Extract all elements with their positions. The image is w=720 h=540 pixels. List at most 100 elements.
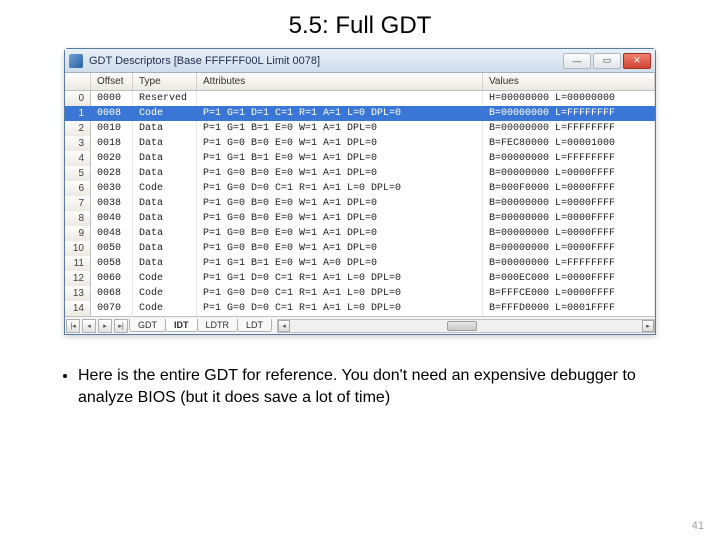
tab-idt[interactable]: IDT [165,319,198,332]
cell-offset: 0068 [91,286,133,301]
header-type[interactable]: Type [133,73,197,90]
cell-values: B=000F0000 L=0000FFFF [483,181,655,196]
header-offset[interactable]: Offset [91,73,133,90]
table-header-row: Offset Type Attributes Values [65,73,655,91]
cell-idx: 9 [65,226,91,241]
cell-attr: P=1 G=1 B=1 E=0 W=1 A=0 DPL=0 [197,256,483,271]
tab-gdt[interactable]: GDT [129,319,166,332]
cell-attr: P=1 G=0 D=0 C=1 R=1 A=1 L=0 DPL=0 [197,181,483,196]
table-row[interactable]: 10008CodeP=1 G=1 D=1 C=1 R=1 A=1 L=0 DPL… [65,106,655,121]
cell-idx: 13 [65,286,91,301]
cell-idx: 8 [65,211,91,226]
cell-type: Code [133,271,197,286]
cell-offset: 0040 [91,211,133,226]
table-row[interactable]: 60030CodeP=1 G=0 D=0 C=1 R=1 A=1 L=0 DPL… [65,181,655,196]
maximize-button[interactable]: ▭ [593,53,621,69]
app-icon [69,54,83,68]
cell-idx: 11 [65,256,91,271]
cell-offset: 0048 [91,226,133,241]
table-row[interactable]: 130068CodeP=1 G=0 D=0 C=1 R=1 A=1 L=0 DP… [65,286,655,301]
cell-values: B=00000000 L=FFFFFFFF [483,256,655,271]
tab-nav-first[interactable]: |◂ [66,319,80,333]
cell-attr: P=1 G=0 B=0 E=0 W=1 A=1 DPL=0 [197,226,483,241]
cell-values: B=00000000 L=FFFFFFFF [483,151,655,166]
cell-type: Code [133,301,197,316]
cell-values: B=FFFD0000 L=0001FFFF [483,301,655,316]
cell-values: B=00000000 L=FFFFFFFF [483,106,655,121]
horizontal-scrollbar[interactable]: ◂ ▸ [277,319,655,333]
gdt-window: GDT Descriptors [Base FFFFFF00L Limit 00… [64,48,656,335]
minimize-button[interactable]: — [563,53,591,69]
cell-type: Code [133,286,197,301]
cell-type: Data [133,136,197,151]
table-row[interactable]: 100050DataP=1 G=0 B=0 E=0 W=1 A=1 DPL=0B… [65,241,655,256]
cell-values: B=00000000 L=0000FFFF [483,166,655,181]
cell-values: H=00000000 L=00000000 [483,91,655,106]
cell-idx: 7 [65,196,91,211]
cell-offset: 0000 [91,91,133,106]
cell-values: B=FFFCE000 L=0000FFFF [483,286,655,301]
table-row[interactable]: 80040DataP=1 G=0 B=0 E=0 W=1 A=1 DPL=0B=… [65,211,655,226]
cell-type: Data [133,211,197,226]
table-row[interactable]: 140070CodeP=1 G=0 D=0 C=1 R=1 A=1 L=0 DP… [65,301,655,316]
cell-attr: P=1 G=0 D=0 C=1 R=1 A=1 L=0 DPL=0 [197,301,483,316]
close-button[interactable]: ✕ [623,53,651,69]
cell-values: B=FEC80000 L=00001000 [483,136,655,151]
page-number: 41 [692,520,704,532]
table-row[interactable]: 110058DataP=1 G=1 B=1 E=0 W=1 A=0 DPL=0B… [65,256,655,271]
cell-idx: 1 [65,106,91,121]
cell-offset: 0030 [91,181,133,196]
table-row[interactable]: 50028DataP=1 G=0 B=0 E=0 W=1 A=1 DPL=0B=… [65,166,655,181]
cell-idx: 12 [65,271,91,286]
cell-idx: 14 [65,301,91,316]
table-row[interactable]: 120060CodeP=1 G=1 D=0 C=1 R=1 A=1 L=0 DP… [65,271,655,286]
tab-ldt[interactable]: LDT [237,319,272,332]
cell-type: Code [133,181,197,196]
cell-offset: 0018 [91,136,133,151]
cell-values: B=00000000 L=FFFFFFFF [483,121,655,136]
cell-values: B=00000000 L=0000FFFF [483,196,655,211]
table-row[interactable]: 20010DataP=1 G=1 B=1 E=0 W=1 A=1 DPL=0B=… [65,121,655,136]
scroll-left-arrow[interactable]: ◂ [278,320,290,332]
cell-type: Data [133,121,197,136]
cell-attr: P=1 G=1 D=1 C=1 R=1 A=1 L=0 DPL=0 [197,106,483,121]
table-row[interactable]: 90048DataP=1 G=0 B=0 E=0 W=1 A=1 DPL=0B=… [65,226,655,241]
cell-offset: 0038 [91,196,133,211]
cell-offset: 0050 [91,241,133,256]
cell-idx: 4 [65,151,91,166]
cell-attr: P=1 G=1 B=1 E=0 W=1 A=1 DPL=0 [197,121,483,136]
cell-values: B=00000000 L=0000FFFF [483,226,655,241]
cell-values: B=000EC000 L=0000FFFF [483,271,655,286]
scroll-thumb[interactable] [447,321,477,331]
tab-nav-prev[interactable]: ◂ [82,319,96,333]
tab-nav-next[interactable]: ▸ [98,319,112,333]
header-index[interactable] [65,73,91,90]
cell-attr: P=1 G=0 B=0 E=0 W=1 A=1 DPL=0 [197,241,483,256]
cell-attr: P=1 G=1 B=1 E=0 W=1 A=1 DPL=0 [197,151,483,166]
tab-nav-last[interactable]: ▸| [114,319,128,333]
header-values[interactable]: Values [483,73,655,90]
cell-type: Data [133,226,197,241]
window-titlebar[interactable]: GDT Descriptors [Base FFFFFF00L Limit 00… [65,49,655,73]
slide-title: 5.5: Full GDT [0,0,720,48]
cell-attr: P=1 G=0 B=0 E=0 W=1 A=1 DPL=0 [197,196,483,211]
scroll-right-arrow[interactable]: ▸ [642,320,654,332]
table-row[interactable]: 30018DataP=1 G=0 B=0 E=0 W=1 A=1 DPL=0B=… [65,136,655,151]
bullet-list: Here is the entire GDT for reference. Yo… [0,355,720,408]
cell-attr: P=1 G=1 D=0 C=1 R=1 A=1 L=0 DPL=0 [197,271,483,286]
table-row[interactable]: 00000ReservedH=00000000 L=00000000 [65,91,655,106]
cell-attr [197,91,483,106]
table-row[interactable]: 70038DataP=1 G=0 B=0 E=0 W=1 A=1 DPL=0B=… [65,196,655,211]
cell-type: Data [133,151,197,166]
cell-attr: P=1 G=0 B=0 E=0 W=1 A=1 DPL=0 [197,166,483,181]
cell-idx: 2 [65,121,91,136]
table-row[interactable]: 40020DataP=1 G=1 B=1 E=0 W=1 A=1 DPL=0B=… [65,151,655,166]
cell-type: Reserved [133,91,197,106]
cell-offset: 0060 [91,271,133,286]
cell-offset: 0008 [91,106,133,121]
tab-ldtr[interactable]: LDTR [197,319,239,332]
cell-type: Data [133,241,197,256]
window-title: GDT Descriptors [Base FFFFFF00L Limit 00… [89,55,563,67]
cell-idx: 0 [65,91,91,106]
header-attributes[interactable]: Attributes [197,73,483,90]
